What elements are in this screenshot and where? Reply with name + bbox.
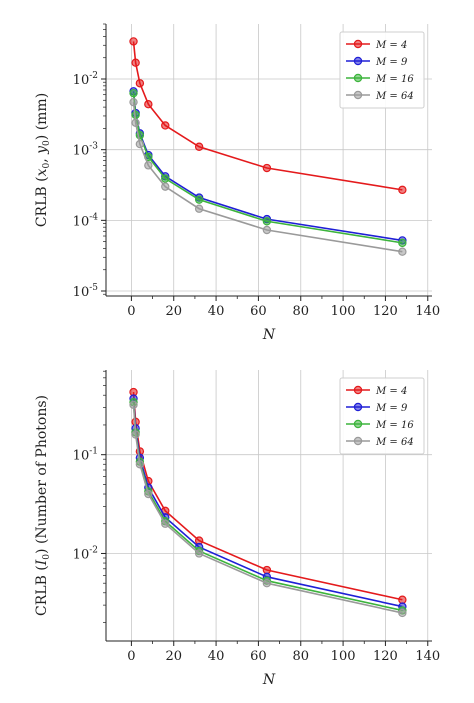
chart-panel-1: 0 20 40 60 80 100 120 140 10-5 10-4 10-3 10-2 N CRLB … (34, 23, 440, 343)
data-point (129, 400, 138, 409)
data-point (129, 37, 138, 46)
data-point (194, 549, 204, 558)
legend-marker (353, 385, 363, 395)
x-tick-label: 140 (415, 304, 440, 319)
legend-label: M = 9 (375, 57, 408, 68)
data-point (262, 565, 272, 575)
x-tick-label: 60 (250, 649, 267, 664)
x-tick-label: 40 (208, 304, 225, 319)
data-point (262, 217, 272, 226)
data-point (144, 489, 153, 499)
legend: M = 4 M = 9 M = 16 M = 64 (339, 31, 425, 109)
x-tick-label: 140 (415, 649, 440, 664)
data-point (398, 247, 407, 256)
data-point (194, 195, 204, 204)
legend: M = 4 M = 9 M = 16 M = 64 (339, 377, 425, 455)
y-tick-label: 10-2 (73, 71, 98, 88)
legend-marker (353, 90, 363, 100)
data-point (144, 161, 153, 170)
x-tick-label: 120 (373, 304, 398, 319)
x-tick-label: 60 (250, 304, 267, 319)
data-point (161, 519, 170, 528)
x-tick-label: 20 (165, 649, 182, 664)
legend-label: M = 4 (375, 40, 407, 51)
series-m64 (129, 400, 407, 618)
y-axis-label: CRLB (x0, y0) (mm) (34, 93, 52, 227)
data-point (144, 99, 153, 109)
data-point (262, 163, 272, 173)
data-point (135, 460, 145, 469)
series-line (132, 404, 403, 614)
legend-marker (353, 419, 363, 429)
data-point (262, 225, 272, 235)
data-point (161, 182, 170, 191)
y-tick-label: 10-4 (73, 212, 99, 229)
series-m4 (129, 37, 407, 195)
series-m64 (129, 97, 407, 256)
data-point (161, 174, 170, 183)
x-tick-label: 100 (331, 649, 356, 664)
legend-box (339, 377, 425, 455)
legend-label: M = 16 (375, 74, 414, 85)
legend-label: M = 64 (375, 437, 414, 448)
y-tick-label: 10-1 (73, 447, 98, 464)
grid (106, 370, 432, 641)
data-point (194, 142, 204, 151)
data-point (194, 204, 204, 213)
x-tick-label: 20 (165, 304, 182, 319)
legend-marker (353, 56, 363, 66)
x-tick-label: 0 (127, 304, 135, 319)
data-point (398, 185, 407, 195)
legend-box (339, 31, 425, 109)
x-axis-label: N (262, 327, 276, 343)
x-axis-label: N (262, 672, 276, 688)
data-point (262, 579, 272, 588)
data-point (131, 430, 140, 439)
legend-marker (353, 39, 363, 49)
y-tick-label: 10-3 (73, 142, 99, 159)
legend-marker (353, 73, 363, 83)
x-tick-label: 100 (331, 304, 356, 319)
legend-marker (353, 402, 363, 412)
legend-label: M = 16 (375, 420, 414, 431)
y-axis-label: CRLB (I0) (Number of Photons) (34, 395, 52, 616)
chart-panel-2: 0 20 40 60 80 100 120 140 10-2 10-1 N CRLB (I0) (Nu… (34, 370, 440, 688)
legend-label: M = 64 (375, 91, 414, 102)
data-point (161, 121, 170, 130)
x-tick-label: 0 (127, 649, 135, 664)
legend-label: M = 9 (375, 403, 408, 414)
x-tick-label: 80 (292, 304, 309, 319)
data-point (398, 238, 407, 248)
y-tick-label: 10-2 (73, 545, 98, 562)
series-m16 (129, 88, 407, 248)
data-point (131, 58, 140, 67)
legend-marker (353, 436, 363, 446)
data-point (398, 608, 407, 618)
x-tick-label: 40 (208, 649, 225, 664)
data-point (129, 88, 138, 98)
x-tick-label: 120 (373, 649, 398, 664)
data-point (131, 118, 140, 127)
y-tick-label: 10-5 (73, 283, 99, 300)
x-tick-label: 80 (292, 649, 309, 664)
legend-label: M = 4 (375, 386, 407, 397)
data-point (129, 97, 138, 107)
data-point (135, 79, 145, 88)
data-point (135, 139, 145, 149)
data-point (398, 595, 407, 604)
